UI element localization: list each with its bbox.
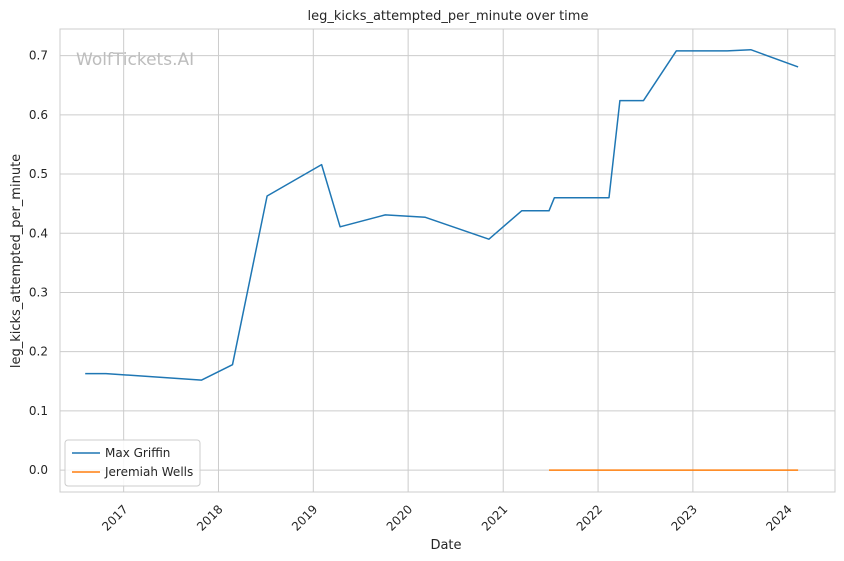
y-axis-label: leg_kicks_attempted_per_minute — [9, 154, 24, 368]
series-layer — [85, 48, 799, 471]
chart-title: leg_kicks_attempted_per_minute over time — [308, 9, 589, 24]
y-tick-labels: 0.0 0.1 0.2 0.3 0.4 0.5 0.6 0.7 — [29, 49, 48, 477]
y-tick-label: 0.3 — [29, 285, 48, 299]
grid-lines — [60, 29, 835, 492]
legend-label-jeremiah-wells: Jeremiah Wells — [104, 465, 193, 479]
legend: Max Griffin Jeremiah Wells — [64, 439, 201, 487]
y-tick-label: 0.2 — [29, 345, 48, 359]
plot-frame — [59, 28, 836, 493]
y-tick-label: 0.4 — [29, 226, 48, 240]
y-tick-label: 0.0 — [29, 463, 48, 477]
y-tick-label: 0.7 — [29, 49, 48, 63]
x-axis-label: Date — [430, 538, 461, 553]
y-tick-label: 0.5 — [29, 167, 48, 181]
watermark: WolfTickets.AI — [76, 50, 194, 70]
y-tick-label: 0.1 — [29, 404, 48, 418]
y-tick-label: 0.6 — [29, 108, 48, 122]
legend-label-max-griffin: Max Griffin — [105, 446, 170, 460]
series-line-max-griffin — [85, 48, 799, 381]
legend-box — [64, 439, 201, 487]
